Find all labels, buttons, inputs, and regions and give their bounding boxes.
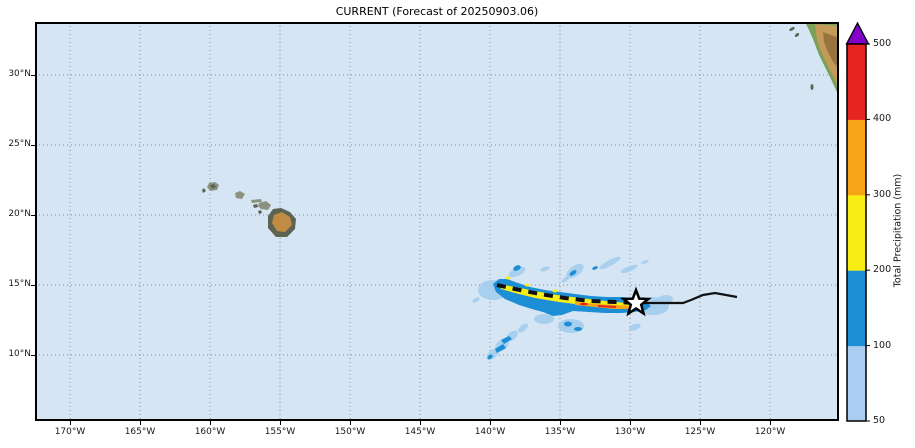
- x-tick-mark: [70, 421, 71, 425]
- precip-light-patch: [558, 319, 584, 333]
- x-tick-label: 170°W: [54, 427, 86, 437]
- precip-swath-red: [598, 305, 616, 308]
- island-hawaii-inner: [272, 212, 292, 232]
- x-tick-mark: [210, 421, 211, 425]
- x-tick-label: 155°W: [264, 427, 296, 437]
- plot-frame: [35, 22, 839, 421]
- x-tick-label: 160°W: [194, 427, 226, 437]
- colorbar-segment: [847, 194, 866, 271]
- precip-light-patch: [629, 323, 641, 331]
- y-tick-mark: [31, 215, 35, 216]
- island-molokai: [251, 199, 262, 203]
- y-tick-mark: [31, 355, 35, 356]
- precip-light-patch: [472, 297, 480, 303]
- precip-light-patch: [534, 314, 554, 324]
- colorbar-segment: [847, 119, 866, 196]
- x-tick-label: 150°W: [334, 427, 366, 437]
- colorbar-segment: [847, 44, 866, 120]
- x-tick-label: 145°W: [404, 427, 436, 437]
- x-tick-mark: [490, 421, 491, 425]
- precip-yellow-speck: [505, 276, 511, 280]
- x-tick-label: 135°W: [544, 427, 576, 437]
- y-tick-label: 15°N: [8, 279, 31, 289]
- y-tick-label: 20°N: [8, 209, 31, 219]
- colorbar-tick-label: 50: [873, 415, 886, 426]
- precip-blue-speck: [569, 270, 577, 276]
- channel-island: [794, 33, 800, 37]
- colorbar-tick-label: 200: [873, 264, 892, 276]
- colorbar-frame: [846, 43, 867, 422]
- colorbar-axis-label: Total Precipitation (mm): [892, 173, 904, 288]
- x-tick-label: 130°W: [614, 427, 646, 437]
- x-tick-mark: [630, 421, 631, 425]
- precip-light-patch: [620, 264, 638, 274]
- precip-yellow-speck: [524, 283, 530, 287]
- y-tick-mark: [31, 75, 35, 76]
- island-lanai: [253, 204, 258, 208]
- colorbar-segment: [847, 270, 866, 347]
- island-oahu: [235, 191, 245, 199]
- colorbar-segment: [847, 345, 866, 422]
- current-position-star-icon: [620, 286, 652, 317]
- colorbar-tick-label: 100: [873, 339, 892, 351]
- y-tick-label: 25°N: [8, 139, 31, 149]
- x-tick-label: 165°W: [124, 427, 156, 437]
- y-tick-mark: [31, 285, 35, 286]
- guadalupe-island: [810, 84, 814, 90]
- precip-light-patch: [641, 260, 649, 264]
- x-tick-mark: [420, 421, 421, 425]
- forecast-track-dashed: [496, 283, 637, 305]
- precip-light-patch: [518, 323, 528, 333]
- precip-blue-speck: [592, 266, 598, 270]
- past-track-solid: [636, 291, 738, 305]
- x-tick-mark: [280, 421, 281, 425]
- x-tick-label: 120°W: [754, 427, 786, 437]
- plot-title: CURRENT (Forecast of 20250903.06): [335, 5, 539, 18]
- colorbar-tick-label: 400: [873, 113, 892, 125]
- precip-light-patch: [540, 266, 550, 272]
- x-tick-mark: [350, 421, 351, 425]
- channel-island: [789, 27, 795, 31]
- precip-light-patch: [508, 266, 526, 278]
- precip-blue-speck: [564, 321, 572, 327]
- ocean-background: [35, 22, 839, 421]
- precip-blue-speck: [501, 336, 512, 344]
- precip-light-patch: [561, 275, 571, 283]
- colorbar-tick-label: 500: [873, 38, 892, 49]
- precip-blue-speck: [487, 354, 493, 360]
- island-maui: [258, 201, 271, 210]
- precip-swath-red: [580, 302, 588, 306]
- precip-yellow-speck: [552, 289, 558, 293]
- island-niihau: [202, 188, 206, 193]
- precip-blue-speck: [574, 327, 582, 331]
- y-tick-label: 10°N: [8, 349, 31, 359]
- x-tick-mark: [140, 421, 141, 425]
- island-kahoolawe: [258, 210, 262, 214]
- california-baja-ridge: [823, 32, 839, 70]
- y-tick-label: 30°N: [8, 69, 31, 79]
- precip-blue-speck: [495, 344, 506, 353]
- x-tick-mark: [700, 421, 701, 425]
- map-canvas: [35, 22, 839, 421]
- x-tick-label: 125°W: [684, 427, 716, 437]
- colorbar-tick-label: 300: [873, 188, 892, 200]
- island-kauai-core: [210, 184, 216, 189]
- x-tick-label: 140°W: [474, 427, 506, 437]
- precip-blue-speck: [513, 265, 521, 271]
- y-tick-mark: [31, 145, 35, 146]
- x-tick-mark: [560, 421, 561, 425]
- colorbar-over-arrow: [845, 21, 870, 45]
- colorbar: [845, 21, 870, 422]
- precip-light-patch: [599, 256, 621, 270]
- precip-light-patch: [659, 295, 673, 303]
- x-tick-mark: [770, 421, 771, 425]
